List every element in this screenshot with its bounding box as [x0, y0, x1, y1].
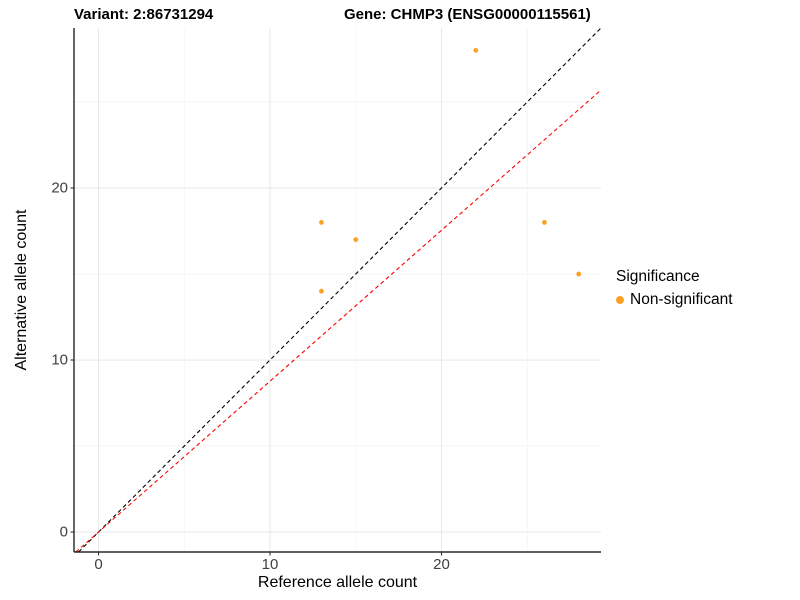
- x-tick-label: 10: [261, 556, 279, 573]
- x-tick-label: 20: [433, 556, 450, 573]
- data-point: [542, 219, 547, 225]
- variant-title: Variant: 2:86731294: [74, 6, 214, 23]
- y-axis-title: Alternative allele count: [13, 209, 30, 371]
- gene-title: Gene: CHMP3 (ENSG00000115561): [344, 6, 591, 23]
- data-point: [353, 237, 359, 242]
- legend-title: Significance: [616, 268, 700, 285]
- legend: Significance Non-significant: [616, 268, 733, 309]
- y-tick-label: 10: [51, 351, 68, 369]
- x-axis-title: Reference allele count: [257, 574, 418, 591]
- expected-ratio-line: [75, 89, 602, 553]
- legend-item-label: Non-significant: [630, 291, 733, 308]
- y-tick-label: 0: [59, 523, 68, 541]
- legend-point-icon: [616, 296, 624, 304]
- data-point: [576, 271, 582, 277]
- legend-item: Non-significant: [616, 291, 733, 309]
- y-tick-label: 20: [51, 179, 68, 197]
- data-point: [319, 219, 324, 225]
- data-point: [319, 288, 324, 294]
- identity-line: [78, 27, 602, 553]
- x-tick-label: 0: [94, 556, 103, 573]
- data-point: [473, 47, 479, 53]
